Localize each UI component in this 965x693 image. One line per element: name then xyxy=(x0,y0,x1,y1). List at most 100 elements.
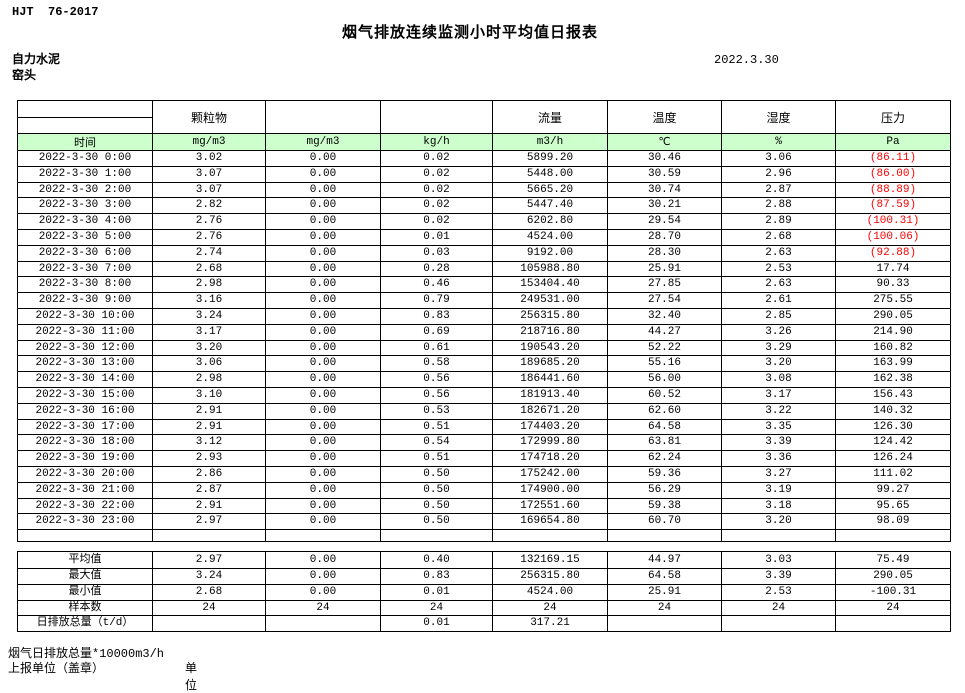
empty-cell xyxy=(265,529,381,543)
value-cell: 3.26 xyxy=(721,323,836,341)
table-row: 2022-3-30 17:00 2.91 0.00 0.51 174403.20 64.5… xyxy=(17,418,951,436)
time-cell: 2022-3-30 17:00 xyxy=(17,418,153,436)
value-cell: 0.00 xyxy=(265,339,381,357)
value-cell: 160.82 xyxy=(835,339,951,357)
time-cell: 2022-3-30 23:00 xyxy=(17,513,153,531)
column-group-header: 流量 xyxy=(492,100,608,134)
table-row: 2022-3-30 4:00 2.76 0.00 0.02 6202.80 29.54 2.… xyxy=(17,213,951,230)
value-cell: 3.08 xyxy=(721,371,836,388)
value-cell: 2.53 xyxy=(721,260,836,278)
value-cell: 290.05 xyxy=(835,307,951,325)
column-group-header: 湿度 xyxy=(721,100,836,134)
summary-value-cell: 0.01 xyxy=(380,615,493,633)
value-cell: 172999.80 xyxy=(492,434,608,452)
value-cell: 0.02 xyxy=(380,181,493,199)
summary-value-cell: 24 xyxy=(380,599,493,617)
standard-code: HJT 76-2017 xyxy=(12,5,99,19)
value-cell: 0.00 xyxy=(265,260,381,278)
summary-table: 平均值 2.97 0.00 0.40 132169.15 44.97 3.03 75.49 最大… xyxy=(17,551,951,633)
value-cell: (100.06) xyxy=(835,228,951,246)
column-group-header xyxy=(380,100,493,134)
value-cell: 56.29 xyxy=(607,481,722,499)
value-cell: 59.36 xyxy=(607,465,722,483)
value-cell: 30.59 xyxy=(607,165,722,183)
summary-value-cell: 4524.00 xyxy=(492,583,608,601)
summary-value-cell: 2.68 xyxy=(152,583,266,601)
summary-value-cell: 317.21 xyxy=(492,615,608,633)
value-cell: 2.91 xyxy=(152,497,266,515)
value-cell: 3.19 xyxy=(721,481,836,499)
value-cell: 27.85 xyxy=(607,276,722,294)
page-title: 烟气排放连续监测小时平均值日报表 xyxy=(341,23,598,41)
value-cell: 59.38 xyxy=(607,497,722,515)
value-cell: 0.00 xyxy=(265,434,381,452)
table-row: 2022-3-30 23:00 2.97 0.00 0.50 169654.80 60.7… xyxy=(17,513,951,531)
empty-cell xyxy=(721,529,836,543)
value-cell: 0.56 xyxy=(380,371,493,388)
value-cell: 156.43 xyxy=(835,386,951,404)
summary-value-cell: 2.97 xyxy=(152,551,266,569)
value-cell: 2.98 xyxy=(152,371,266,388)
table-row: 2022-3-30 7:00 2.68 0.00 0.28 105988.80 25.91… xyxy=(17,260,951,278)
value-cell: 5665.20 xyxy=(492,181,608,199)
summary-value-cell: 0.01 xyxy=(380,583,493,601)
unit-row: 时间 mg/m3 mg/m3 kg/h m3/h ℃% Pa xyxy=(17,133,951,151)
summary-label-cell: 最小值 xyxy=(17,583,153,601)
value-cell: 2.74 xyxy=(152,244,266,262)
summary-value-cell: 2.53 xyxy=(721,583,836,601)
empty-cell xyxy=(835,529,951,543)
value-cell: 0.02 xyxy=(380,165,493,183)
value-cell: 3.07 xyxy=(152,181,266,199)
value-cell: 162.38 xyxy=(835,371,951,388)
header-split-top xyxy=(18,102,152,118)
summary-value-cell xyxy=(721,615,836,633)
value-cell: 2.98 xyxy=(152,276,266,294)
value-cell: 2.93 xyxy=(152,450,266,467)
value-cell: 3.16 xyxy=(152,292,266,309)
table-row: 2022-3-30 14:00 2.98 0.00 0.56 186441.60 56.0… xyxy=(17,371,951,388)
value-cell: 5899.20 xyxy=(492,150,608,167)
value-cell: 3.29 xyxy=(721,339,836,357)
report-page: HJT 76-2017 烟气排放连续监测小时平均值日报表 自力水泥 窑头 202… xyxy=(8,5,951,692)
time-cell: 2022-3-30 19:00 xyxy=(17,450,153,467)
value-cell: 186441.60 xyxy=(492,371,608,388)
value-cell: 0.46 xyxy=(380,276,493,294)
column-group-header xyxy=(265,100,381,134)
value-cell: 3.27 xyxy=(721,465,836,483)
value-cell: 99.27 xyxy=(835,481,951,499)
value-cell: 4524.00 xyxy=(492,228,608,246)
value-cell: 174403.20 xyxy=(492,418,608,436)
table-row: 2022-3-30 10:00 3.24 0.00 0.83 256315.80 32.4… xyxy=(17,307,951,325)
summary-value-cell: 0.00 xyxy=(265,551,381,569)
summary-value-cell: 24 xyxy=(152,599,266,617)
summary-label-cell: 最大值 xyxy=(17,568,153,585)
empty-cell xyxy=(492,529,608,543)
value-cell: 111.02 xyxy=(835,465,951,483)
empty-cell xyxy=(152,529,266,543)
value-cell: 55.16 xyxy=(607,355,722,373)
time-cell: 2022-3-30 7:00 xyxy=(17,260,153,278)
value-cell: 275.55 xyxy=(835,292,951,309)
value-cell: 0.79 xyxy=(380,292,493,309)
value-cell: 3.20 xyxy=(721,513,836,531)
column-group-header: 压力 xyxy=(835,100,951,134)
value-cell: 3.06 xyxy=(721,150,836,167)
value-cell: 2.87 xyxy=(721,181,836,199)
value-cell: 249531.00 xyxy=(492,292,608,309)
value-cell: 3.17 xyxy=(721,386,836,404)
summary-row: 最大值 3.24 0.00 0.83 256315.80 64.58 3.39 290.05 xyxy=(17,568,951,585)
value-cell: 3.20 xyxy=(721,355,836,373)
time-cell: 2022-3-30 14:00 xyxy=(17,371,153,388)
value-cell: 3.02 xyxy=(152,150,266,167)
column-group-header: 温度 xyxy=(607,100,722,134)
table-row: 2022-3-30 19:00 2.93 0.00 0.51 174718.20 62.2… xyxy=(17,450,951,467)
value-cell: 3.35 xyxy=(721,418,836,436)
unit-cell: mg/m3 xyxy=(265,133,381,151)
value-cell: 3.06 xyxy=(152,355,266,373)
value-cell: 0.50 xyxy=(380,513,493,531)
empty-cell xyxy=(17,529,153,543)
value-cell: (86.11) xyxy=(835,150,951,167)
value-cell: 174718.20 xyxy=(492,450,608,467)
table-row: 2022-3-30 2:00 3.07 0.00 0.02 5665.20 30.74 2.… xyxy=(17,181,951,199)
value-cell: 105988.80 xyxy=(492,260,608,278)
